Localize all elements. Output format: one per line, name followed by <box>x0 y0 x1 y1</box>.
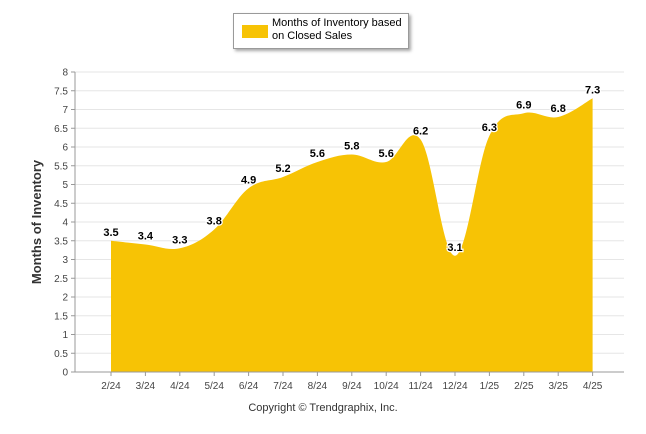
x-tick-label: 3/25 <box>548 381 568 392</box>
data-label: 6.2 <box>413 126 428 138</box>
x-tick-label: 1/25 <box>480 381 500 392</box>
x-tick-label: 4/25 <box>583 381 603 392</box>
x-tick-label: 9/24 <box>342 381 362 392</box>
area-series <box>111 98 593 372</box>
data-label: 5.2 <box>275 163 290 175</box>
y-tick-label: 0.5 <box>54 349 68 360</box>
y-axis-title: Months of Inventory <box>29 159 44 284</box>
x-tick-label: 12/24 <box>442 381 467 392</box>
x-tick-label: 10/24 <box>374 381 399 392</box>
data-label: 3.3 <box>172 234 187 246</box>
x-tick-label: 2/24 <box>101 381 121 392</box>
y-tick-label: 0 <box>62 368 68 379</box>
data-label: 3.4 <box>138 231 154 243</box>
data-label: 3.1 <box>447 242 462 254</box>
legend-swatch <box>242 25 268 38</box>
area-fill <box>111 98 593 372</box>
data-label: 7.3 <box>585 84 600 96</box>
y-tick-label: 2 <box>62 293 68 304</box>
y-tick-label: 6.5 <box>54 124 68 135</box>
y-tick-label: 7 <box>62 105 68 116</box>
x-tick-label: 4/24 <box>170 381 190 392</box>
x-tick-label: 3/24 <box>136 381 156 392</box>
data-label: 3.8 <box>207 216 222 228</box>
y-tick-label: 4 <box>62 218 68 229</box>
x-tick-label: 5/24 <box>204 381 224 392</box>
data-label: 4.9 <box>241 174 256 186</box>
data-label: 6.3 <box>482 122 497 134</box>
y-tick-label: 5 <box>62 180 68 191</box>
x-tick-label: 6/24 <box>239 381 259 392</box>
y-tick-label: 5.5 <box>54 161 68 172</box>
x-axis-ticks: 2/24 3/24 4/24 5/24 6/24 7/24 8/24 9/24 10/24 11/… <box>101 372 603 392</box>
y-tick-label: 6 <box>62 143 68 154</box>
y-tick-label: 3 <box>62 255 68 266</box>
data-label: 6.8 <box>551 103 566 115</box>
y-tick-label: 7.5 <box>54 86 68 97</box>
x-tick-label: 2/25 <box>514 381 534 392</box>
y-tick-label: 1 <box>62 330 68 341</box>
y-tick-label: 4.5 <box>54 199 68 210</box>
data-label: 5.6 <box>379 148 394 160</box>
data-label: 5.8 <box>344 141 359 153</box>
x-tick-label: 8/24 <box>308 381 328 392</box>
legend-label: Months of Inventory based on Closed Sale… <box>272 17 402 42</box>
y-axis-ticks: 0 0.5 1 1.5 2 2.5 3 3.5 4 4.5 5 5.5 6 6.5 7 7.5 8 <box>54 68 75 379</box>
y-tick-label: 1.5 <box>54 311 68 322</box>
x-tick-label: 7/24 <box>273 381 293 392</box>
data-label: 6.9 <box>516 99 531 111</box>
data-label: 5.6 <box>310 148 325 160</box>
x-tick-label: 11/24 <box>408 381 433 392</box>
data-labels: 3.5 3.4 3.3 3.8 4.9 5.2 5.6 5.8 5.6 6.2 3.1 6.3 6.9 6… <box>102 83 601 255</box>
y-tick-label: 2.5 <box>54 274 68 285</box>
copyright-text: Copyright © Trendgraphix, Inc. <box>248 402 398 414</box>
legend: Months of Inventory based on Closed Sale… <box>233 13 409 49</box>
data-label: 3.5 <box>103 227 118 239</box>
y-tick-label: 3.5 <box>54 236 68 247</box>
y-tick-label: 8 <box>62 68 68 79</box>
